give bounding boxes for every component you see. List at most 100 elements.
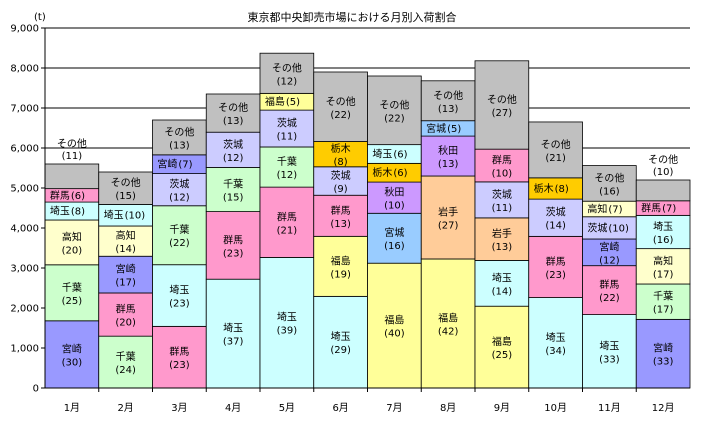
x-category-label: 6月 — [332, 402, 348, 414]
segment-percent-label: (11) — [62, 151, 83, 162]
segment-name-label: 秋田 — [438, 144, 458, 157]
segment-name-label: 宮城 — [426, 122, 446, 135]
segment-percent-label: (8) — [71, 207, 85, 218]
segment-percent-label: (13) — [438, 104, 459, 115]
segment-name-label: 茨城 — [277, 117, 297, 130]
bar-segment — [98, 171, 153, 205]
x-category-label: 5月 — [279, 402, 295, 414]
segment-percent-label: (12) — [223, 153, 244, 164]
segment-percent-label: (29) — [330, 345, 351, 356]
segment-name-label: その他 — [111, 176, 141, 189]
segment-percent-label: (14) — [545, 221, 566, 232]
segment-percent-label: (30) — [62, 357, 83, 368]
segment-percent-label: (10) — [125, 211, 146, 222]
bar-segment — [367, 75, 422, 146]
segment-name-label: 埼玉 — [492, 271, 512, 284]
segment-name-label: 福島 — [384, 314, 404, 327]
bar-segment — [259, 109, 315, 148]
segment-name-label: 埼玉 — [277, 311, 297, 324]
segment-name-label: 千葉 — [653, 290, 673, 303]
segment-percent-label: (6) — [393, 168, 407, 179]
segment-name-label: 埼玉 — [223, 322, 243, 335]
segment-name-label: その他 — [379, 98, 409, 111]
bar-segment — [474, 60, 530, 150]
bar-segment — [98, 255, 153, 294]
segment-name-label: 高知 — [62, 230, 82, 243]
segment-percent-label: (9) — [334, 184, 348, 195]
segment-name-label: 群馬 — [277, 210, 297, 223]
segment-name-label: その他 — [541, 138, 571, 151]
segment-percent-label: (23) — [223, 248, 244, 259]
bar-segment — [635, 179, 691, 202]
x-category-label: 12月 — [652, 402, 675, 414]
segment-name-label: 栃木 — [331, 142, 351, 155]
bar-segment — [528, 198, 583, 237]
bar-segment — [44, 264, 100, 322]
bar-segment — [420, 175, 476, 260]
segment-percent-label: (5) — [286, 97, 300, 108]
segment-percent-label: (22) — [169, 238, 190, 249]
segment-percent-label: (27) — [438, 220, 459, 231]
segment-name-label: 宮崎 — [599, 240, 619, 253]
y-tick-label: 8,000 — [10, 64, 39, 75]
segment-name-label: 埼玉 — [599, 339, 619, 352]
y-tick-label: 2,000 — [10, 304, 39, 315]
segment-name-label: 埼玉 — [104, 209, 124, 222]
segment-name-label: 栃木 — [372, 166, 392, 179]
segment-name-label: 群馬 — [492, 154, 512, 167]
segment-percent-label: (14) — [492, 286, 513, 297]
bar-segment — [98, 335, 153, 389]
segment-name-label: 埼玉 — [372, 148, 392, 161]
segment-name-label: 高知 — [653, 254, 673, 267]
x-category-label: 9月 — [494, 402, 510, 414]
segment-percent-label: (16) — [599, 186, 620, 197]
chart-title: 東京都中央卸売市場における月別入荷割合 — [248, 10, 457, 24]
segment-name-label: 埼玉 — [169, 284, 189, 297]
bar-segment — [313, 295, 368, 389]
segment-name-label: 宮崎 — [157, 158, 177, 171]
bar-segment — [152, 264, 207, 327]
segment-name-label: 高知 — [116, 229, 136, 242]
bar-segment — [259, 52, 315, 94]
bar-segment — [259, 186, 315, 258]
segment-name-label: 茨城 — [223, 138, 243, 151]
bar-segment — [313, 141, 368, 168]
segment-name-label: 埼玉 — [50, 205, 70, 218]
segment-name-label: その他 — [272, 61, 302, 74]
bar-segment — [582, 314, 637, 389]
segment-percent-label: (20) — [62, 245, 83, 256]
bar-segment — [367, 181, 422, 214]
segment-percent-label: (10) — [653, 167, 674, 178]
segment-percent-label: (33) — [599, 354, 620, 365]
segment-percent-label: (6) — [71, 191, 85, 202]
segment-percent-label: (8) — [334, 157, 348, 168]
segment-percent-label: (12) — [277, 76, 298, 87]
segment-percent-label: (14) — [115, 244, 136, 255]
segment-name-label: その他 — [326, 95, 356, 108]
segment-name-label: 福島 — [331, 254, 351, 267]
segment-percent-label: (17) — [653, 269, 674, 280]
segment-percent-label: (21) — [277, 225, 298, 236]
segment-name-label: その他 — [594, 171, 624, 184]
x-category-label: 2月 — [117, 402, 133, 414]
y-tick-label: 5,000 — [10, 184, 39, 195]
bar-segment — [44, 219, 100, 266]
segment-name-label: 宮城 — [384, 226, 404, 239]
y-tick-label: 1,000 — [10, 344, 39, 355]
bar-segment — [582, 238, 637, 267]
segment-name-label: 岩手 — [438, 205, 458, 218]
segment-percent-label: (15) — [223, 193, 244, 204]
segment-percent-label: (10) — [492, 169, 513, 180]
segment-name-label: 群馬 — [641, 202, 661, 215]
segment-name-label: 福島 — [265, 95, 285, 108]
segment-percent-label: (40) — [384, 329, 405, 340]
y-axis-unit-label: (t) — [34, 12, 46, 23]
bar-segment — [635, 248, 691, 285]
segment-name-label: 群馬 — [223, 233, 243, 246]
segment-percent-label: (22) — [384, 113, 405, 124]
segment-percent-label: (7) — [662, 204, 676, 215]
segment-name-label: 千葉 — [169, 223, 189, 236]
segment-percent-label: (13) — [330, 219, 351, 230]
segment-name-label: 埼玉 — [653, 220, 673, 233]
bar-segment — [44, 163, 100, 190]
